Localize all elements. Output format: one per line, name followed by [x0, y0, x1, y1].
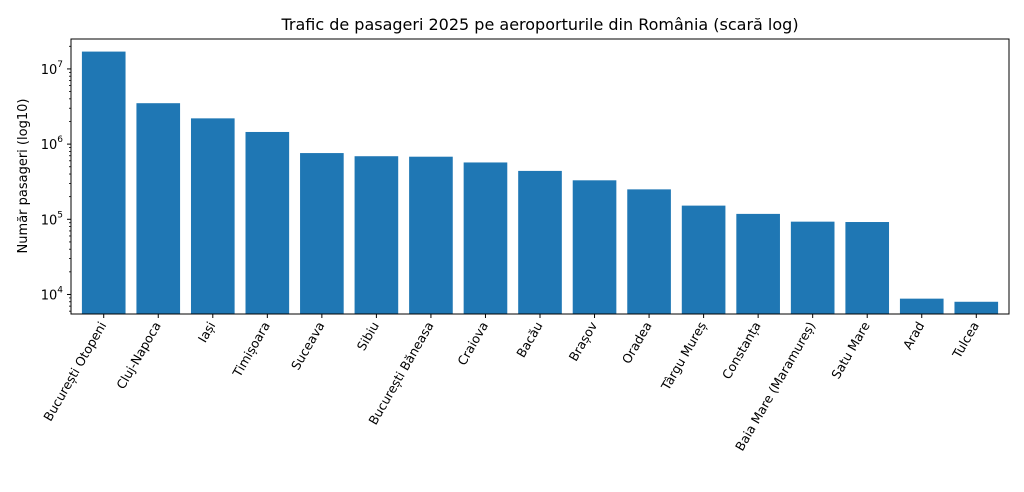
x-tick-label: Tulcea	[949, 319, 982, 361]
x-tick-label: Sibiu	[354, 319, 382, 353]
bar	[627, 189, 671, 314]
bar	[954, 301, 999, 314]
bar	[409, 156, 453, 314]
y-tick-label: 105	[41, 210, 63, 228]
x-tick-label: Constanța	[719, 319, 764, 382]
x-tick-label: Cluj-Napoca	[113, 319, 164, 392]
bar	[736, 213, 780, 314]
x-tick-label: București Otopeni	[40, 319, 109, 424]
bars-group	[81, 51, 999, 315]
bar	[81, 51, 126, 315]
chart-title: Trafic de pasageri 2025 pe aeroporturile…	[280, 15, 798, 34]
x-tick-label: Timișoara	[229, 319, 273, 380]
bar	[354, 156, 399, 314]
y-tick-label: 104	[41, 285, 64, 303]
y-axis-ticks: 104 105 106 107	[41, 45, 71, 312]
bar	[681, 205, 726, 314]
x-tick-label: Târgu Mureș	[658, 319, 710, 394]
y-axis-label: Număr pasageri (log10)	[16, 99, 31, 254]
x-tick-label: Brașov	[566, 318, 601, 363]
bar	[300, 153, 344, 314]
x-tick-label: Suceava	[288, 319, 328, 373]
bar	[572, 180, 617, 314]
x-tick-label: Craiova	[454, 319, 491, 368]
bar	[245, 131, 290, 314]
bar	[190, 118, 235, 314]
bar	[518, 170, 562, 314]
x-tick-label: Satu Mare	[828, 319, 873, 382]
x-tick-label: Arad	[900, 319, 928, 352]
x-tick-label: Iași	[195, 319, 219, 345]
plot-frame	[70, 38, 1010, 315]
x-tick-label: Bacău	[513, 319, 545, 360]
bar	[899, 298, 944, 314]
x-axis-ticks: București Otopeni Cluj-Napoca Iași Timișoar…	[40, 314, 982, 453]
bar	[463, 162, 508, 314]
bar	[845, 222, 890, 314]
y-tick-label: 107	[41, 60, 63, 78]
x-tick-label: Oradea	[619, 319, 655, 366]
y-tick-label: 106	[41, 135, 64, 153]
bar	[790, 221, 835, 314]
bar	[136, 103, 181, 314]
